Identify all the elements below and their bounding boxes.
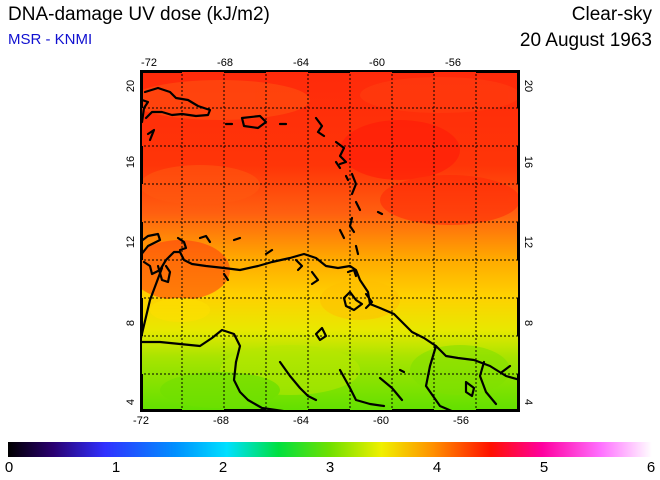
lon-tick-top: -56 (445, 57, 461, 69)
colorbar (8, 442, 652, 457)
colorbar-label: 2 (218, 459, 228, 476)
map-title: DNA-damage UV dose (kJ/m2) (8, 4, 270, 25)
lat-tick-right: 4 (522, 398, 535, 406)
lat-tick-left: 20 (125, 79, 138, 93)
lon-tick-bottom: -68 (213, 415, 229, 427)
coastlines (140, 86, 520, 412)
lon-tick-top: -64 (293, 57, 309, 69)
colorbar-gradient (8, 442, 652, 457)
lat-tick-left: 12 (125, 235, 138, 249)
colorbar-label: 0 (4, 459, 14, 476)
colorbar-label: 3 (325, 459, 335, 476)
map-border-ticks (140, 70, 520, 412)
lon-tick-bottom: -56 (453, 415, 469, 427)
sky-condition-label: Clear-sky (571, 4, 652, 25)
lat-tick-right: 20 (522, 79, 535, 93)
uv-dose-map (140, 70, 520, 412)
lat-tick-right: 8 (522, 319, 535, 327)
uv-field-texture (140, 77, 520, 408)
lon-tick-top: -68 (217, 57, 233, 69)
lon-tick-bottom: -64 (293, 415, 309, 427)
colorbar-label: 6 (646, 459, 656, 476)
lat-tick-left: 4 (125, 398, 138, 406)
lon-tick-top: -60 (369, 57, 385, 69)
lon-tick-bottom: -72 (133, 415, 149, 427)
colorbar-label: 5 (539, 459, 549, 476)
lat-tick-right: 16 (522, 155, 535, 169)
lon-tick-bottom: -60 (373, 415, 389, 427)
lat-tick-right: 12 (522, 235, 535, 249)
map-grid (140, 70, 520, 412)
lat-tick-left: 16 (125, 155, 138, 169)
date-label: 20 August 1963 (519, 30, 652, 51)
lat-tick-left: 8 (125, 319, 138, 327)
source-label: MSR - KNMI (8, 31, 93, 48)
colorbar-label: 4 (432, 459, 442, 476)
lon-tick-top: -72 (141, 57, 157, 69)
colorbar-label: 1 (111, 459, 121, 476)
